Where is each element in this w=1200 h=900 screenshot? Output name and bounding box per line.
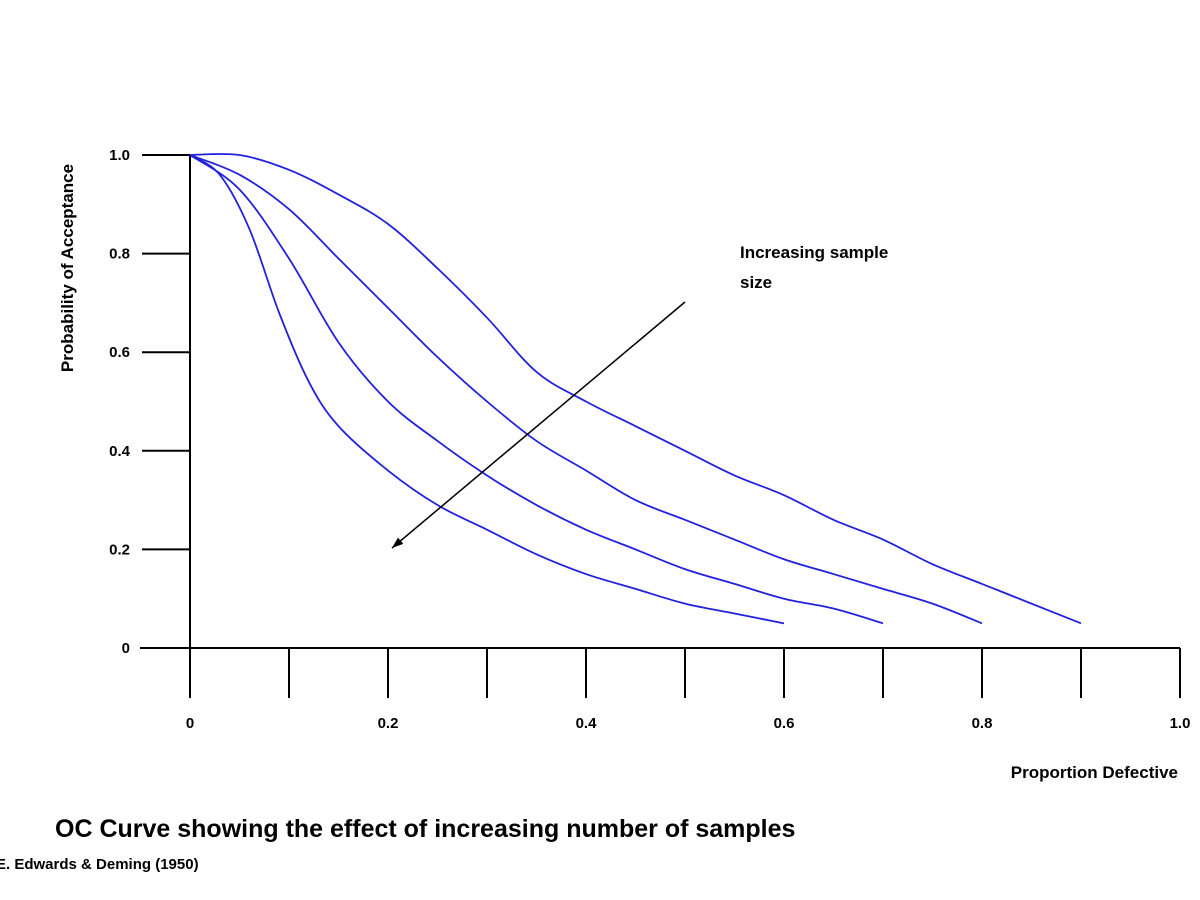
- y-tick-label: 0.6: [109, 344, 130, 361]
- annotation-arrow-head: [392, 537, 404, 548]
- annotation-arrow-line: [391, 301, 686, 549]
- oc-curve-3: [189, 154, 983, 625]
- y-tick-label: 0.4: [109, 443, 131, 460]
- y-tick-label: 0: [122, 640, 130, 657]
- y-tick-label: 1.0: [109, 147, 130, 164]
- source-citation: E. Edwards & Deming (1950): [0, 856, 199, 873]
- x-tick-label: 0.8: [972, 715, 993, 732]
- x-tick-label: 0.6: [774, 715, 795, 732]
- chart-caption: OC Curve showing the effect of increasin…: [55, 815, 796, 843]
- annotation-text-line: Increasing sample: [740, 243, 888, 262]
- oc-curve-1: [189, 154, 785, 625]
- annotation-group: Increasing sample size: [391, 243, 888, 549]
- series-group: [189, 153, 1082, 625]
- annotation-text-line: size: [740, 273, 772, 292]
- x-tick-label: 1.0: [1170, 715, 1191, 732]
- oc-curve-2: [189, 154, 884, 625]
- x-tick-label: 0.2: [378, 715, 399, 732]
- oc-curve-4: [189, 153, 1082, 625]
- axes: 0 0.2 0.4 0.6 0.8 1.0 0 0.2 0.4 0.6 0.8 1.0 Proporti…: [58, 147, 1190, 782]
- y-axis-title: Probability of Acceptance: [58, 164, 77, 372]
- y-tick-label: 0.8: [109, 246, 130, 263]
- x-axis-title: Proportion Defective: [1011, 763, 1178, 782]
- x-tick-label: 0.4: [576, 715, 598, 732]
- x-tick-label: 0: [186, 715, 194, 732]
- y-tick-label: 0.2: [109, 541, 130, 558]
